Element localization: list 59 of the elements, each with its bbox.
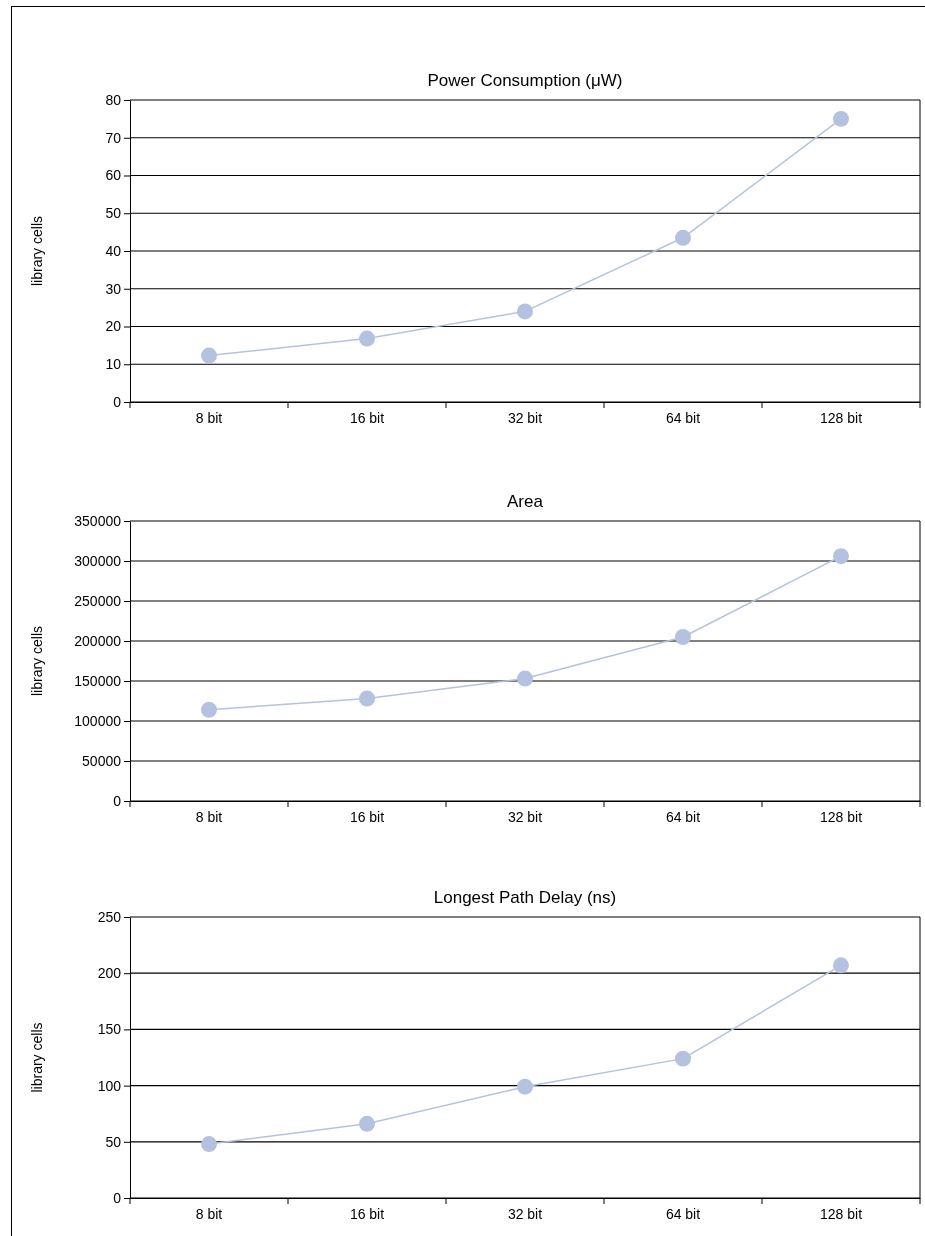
y-tick-label: 40 — [105, 242, 122, 259]
point — [201, 1136, 217, 1153]
point — [201, 347, 217, 364]
point — [833, 110, 849, 127]
y-axis-title: library cells — [29, 625, 45, 697]
y-tick-label: 200 — [97, 965, 122, 982]
x-tick-label: 16 bit — [349, 410, 385, 427]
x-tick-label: 64 bit — [665, 809, 701, 826]
y-tick-label: 10 — [105, 356, 122, 373]
y-tick-label: 150000 — [74, 672, 122, 689]
y-tick-label: 250 — [97, 908, 122, 925]
y-tick-label: 70 — [105, 129, 122, 146]
y-axis-title: library cells — [29, 215, 45, 287]
x-tick-label: 8 bit — [195, 410, 223, 427]
y-tick-label: 50000 — [82, 752, 122, 769]
point — [517, 670, 533, 687]
x-tick-label: 128 bit — [819, 809, 863, 826]
x-tick-label: 8 bit — [195, 1206, 223, 1223]
point — [201, 701, 217, 718]
y-tick-label: 80 — [105, 91, 122, 108]
point — [359, 690, 375, 707]
y-tick-label: 100000 — [74, 712, 122, 729]
x-tick-label: 32 bit — [507, 1206, 543, 1223]
x-tick-label: 64 bit — [665, 1206, 701, 1223]
point — [675, 629, 691, 645]
point — [359, 1115, 375, 1132]
y-axis-title: library cells — [29, 1022, 45, 1093]
y-tick-label: 0 — [113, 792, 122, 809]
point — [359, 330, 375, 347]
point — [675, 229, 691, 246]
y-tick-label: 50 — [105, 1133, 122, 1150]
y-tick-label: 150 — [97, 1021, 122, 1038]
x-tick-label: 128 bit — [819, 410, 863, 427]
chart-title: Longest Path Delay (ns) — [433, 888, 617, 907]
y-tick-label: 30 — [105, 280, 122, 297]
y-tick-label: 60 — [105, 167, 122, 184]
y-tick-label: 20 — [105, 318, 122, 335]
point — [517, 1078, 533, 1095]
chart-title: Area — [507, 492, 544, 511]
y-tick-label: 50 — [105, 205, 122, 222]
point — [833, 548, 849, 565]
point — [833, 957, 849, 974]
y-tick-label: 100 — [97, 1077, 122, 1094]
chart-title: Power Consumption (μW) — [427, 71, 623, 90]
x-tick-label: 16 bit — [349, 809, 385, 826]
point — [675, 1050, 691, 1067]
y-tick-label: 300000 — [74, 552, 122, 569]
x-tick-label: 8 bit — [195, 809, 223, 826]
y-tick-label: 0 — [113, 1189, 122, 1206]
x-tick-label: 32 bit — [507, 410, 543, 427]
x-tick-label: 128 bit — [819, 1206, 863, 1223]
y-tick-label: 200000 — [74, 632, 122, 649]
point — [517, 303, 533, 320]
x-tick-label: 32 bit — [507, 809, 543, 826]
x-tick-label: 64 bit — [665, 410, 701, 427]
y-tick-label: 0 — [113, 393, 122, 410]
y-tick-label: 250000 — [74, 592, 122, 609]
y-tick-label: 350000 — [74, 512, 122, 529]
x-tick-label: 16 bit — [349, 1206, 385, 1223]
